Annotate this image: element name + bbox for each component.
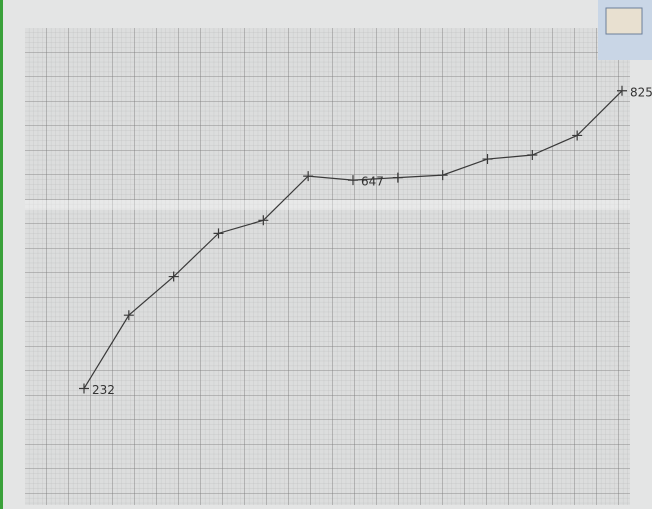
left-border <box>0 0 3 509</box>
point-marker <box>213 228 224 239</box>
glare <box>25 200 630 210</box>
point-marker <box>572 130 583 141</box>
point-marker <box>303 171 314 182</box>
major-grid <box>25 28 630 505</box>
thumbnail-icon <box>605 7 643 35</box>
data-label: 825 <box>630 85 652 99</box>
point-marker <box>437 170 448 181</box>
point-marker <box>392 172 403 183</box>
point-marker <box>482 154 493 165</box>
point-marker <box>527 150 538 161</box>
point-marker <box>258 215 269 226</box>
data-label: 232 <box>92 383 115 397</box>
point-marker <box>168 271 179 282</box>
point-marker <box>617 85 627 96</box>
plot: 232 647 825 <box>79 85 652 397</box>
point-marker <box>123 310 134 321</box>
point-marker <box>79 383 89 394</box>
data-label: 647 <box>361 175 384 189</box>
point-marker <box>348 175 358 186</box>
